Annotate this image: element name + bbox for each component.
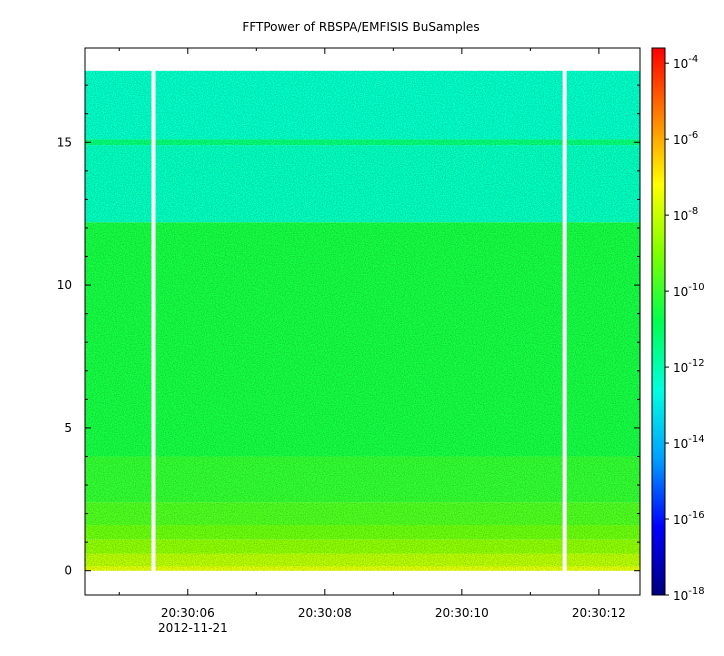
y-tick-label: 10	[57, 278, 72, 292]
x-tick-label: 20:30:10	[435, 606, 489, 620]
x-tick-label: 20:30:08	[298, 606, 352, 620]
y-tick-label: 5	[64, 421, 72, 435]
y-axis: 0 5 10 15	[57, 84, 640, 578]
chart-title: FFTPower of RBSPA/EMFISIS BuSamples	[242, 20, 479, 34]
x-axis: 20:30:06 20:30:08 20:30:10 20:30:12	[118, 48, 626, 620]
colorbar-tick-label: 10-10	[673, 282, 705, 299]
colorbar-tick-label: 10-8	[673, 206, 698, 223]
colorbar-tick-label: 10-14	[673, 434, 705, 451]
plot-area	[85, 48, 640, 595]
colorbar: 10-18 10-16 10-14 10-12 10-10 10-8 10-6 10-4	[651, 47, 705, 603]
colorbar-gradient	[651, 47, 666, 596]
x-tick-label: 20:30:12	[572, 606, 626, 620]
colorbar-tick-label: 10-18	[673, 586, 705, 603]
noise-texture	[85, 70, 640, 571]
colorbar-tick-label: 10-12	[673, 358, 705, 375]
y-tick-label: 15	[57, 135, 72, 149]
data-gap	[562, 48, 567, 595]
colorbar-tick-label: 10-16	[673, 510, 705, 527]
data-gap	[151, 48, 156, 595]
x-tick-label: 20:30:06	[161, 606, 215, 620]
plot-frame	[84, 47, 641, 596]
y-tick-label: 0	[64, 564, 72, 578]
x-date-label: 2012-11-21	[158, 621, 228, 635]
colorbar-tick-label: 10-4	[673, 54, 698, 71]
colorbar-tick-label: 10-6	[673, 130, 698, 147]
